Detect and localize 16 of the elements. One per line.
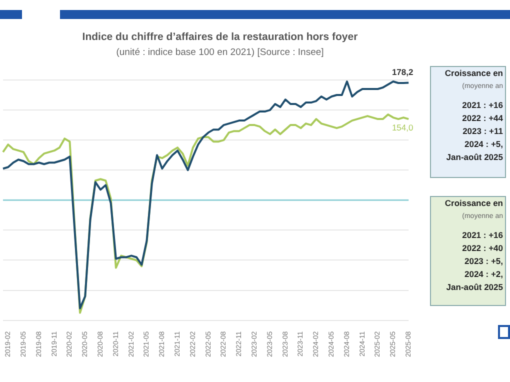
text: 2024 : +5, [463,138,503,151]
text: 2023 : +11 [462,125,503,138]
text: 2021 : +16 [461,229,503,242]
text: 2021 : +16 [461,99,503,112]
text: Jan-août 2025 [445,151,503,164]
chart-title: Indice du chiffre d’affaires de la restauration hors foyer [81,31,359,43]
text: Jan-août 2025 [445,281,503,294]
text: 2024 : +2, [463,268,503,281]
text: Croissance en [444,67,503,80]
data-label: 178,2 [392,66,414,77]
text: 2022 : +40 [461,242,503,255]
chart-subtitle: (unité : indice base 100 en 2021) [Source : Insee] [115,47,325,58]
data-label: 154,0 [392,122,414,133]
text: Croissance en [444,197,503,210]
text: 2023 : +5, [463,255,503,268]
text: 2022 : +44 [461,112,503,125]
